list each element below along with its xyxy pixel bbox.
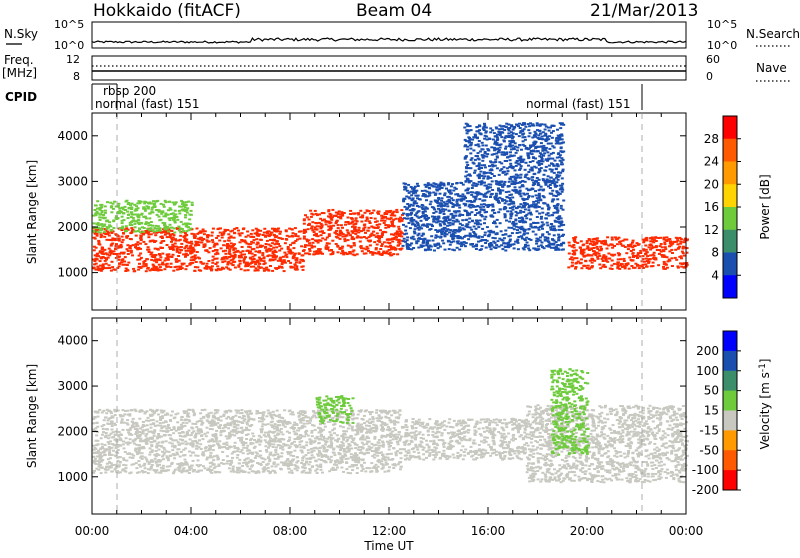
noise-left-tick-low: 10^0 — [54, 39, 84, 52]
x-tick-label: 20:00 — [570, 524, 605, 538]
x-tick-label: 08:00 — [273, 524, 308, 538]
freq-panel: Freq. [MHz] 12 8 60 0 Nave — [2, 53, 790, 83]
noise-panel: N.Sky 10^5 10^0 10^5 10^0 N.Search — [4, 18, 800, 52]
colorbar-segment — [723, 430, 737, 450]
power-ylabel: Slant Range [km] — [25, 160, 39, 264]
velocity-colorbar: 200 100 50 15 -15 -50 -100 -200 — [692, 331, 741, 497]
y-tick-label: 3000 — [57, 379, 88, 393]
colorbar-segment — [723, 116, 737, 139]
colorbar-tick-label: 20 — [704, 177, 719, 191]
freq-label: Freq. — [4, 53, 34, 67]
velocity-panel: 1000 2000 3000 4000 00:00 04:00 08:00 12:00 16:… — [25, 318, 703, 553]
velocity-heatmap — [92, 368, 689, 483]
colorbar-segment — [723, 371, 737, 391]
power-colorbar-label: Power [dB] — [758, 174, 772, 239]
noise-left-label: N.Sky — [4, 27, 38, 41]
power-region-0 — [92, 227, 305, 272]
x-tick-label: 04:00 — [174, 524, 209, 538]
colorbar-segment — [723, 450, 737, 470]
colorbar-tick-label: 24 — [704, 155, 719, 169]
noise-right-tick-high: 10^5 — [707, 18, 737, 31]
colorbar-tick-label: 200 — [696, 344, 719, 358]
power-region-1 — [303, 209, 404, 257]
colorbar-tick-label: 28 — [704, 132, 719, 146]
colorbar-segment — [723, 230, 737, 253]
colorbar-tick-label: -50 — [699, 443, 719, 457]
power-heatmap — [92, 122, 689, 272]
y-tick-label: 4000 — [57, 129, 88, 143]
freq-tick-low: 8 — [73, 70, 80, 83]
velocity-region-2 — [525, 404, 689, 483]
x-tick-label: 16:00 — [471, 524, 506, 538]
y-tick-label: 2000 — [57, 220, 88, 234]
colorbar-segment — [723, 184, 737, 207]
cpid-panel: CPID rbsp 200 normal (fast) 151 normal (… — [5, 84, 642, 111]
colorbar-segment — [723, 351, 737, 371]
y-tick-label: 1000 — [57, 266, 88, 280]
colorbar-tick-label: 100 — [696, 364, 719, 378]
freq-unit-label: [MHz] — [2, 66, 37, 80]
colorbar-tick-label: 16 — [704, 200, 719, 214]
power-panel: 1000 2000 3000 4000 Slant Range [km] — [25, 113, 689, 310]
colorbar-tick-label: 4 — [711, 268, 719, 282]
x-tick-label: 12:00 — [372, 524, 407, 538]
velocity-region-3 — [316, 395, 355, 424]
colorbar-tick-label: 50 — [704, 384, 719, 398]
cpid-label: CPID — [5, 90, 37, 104]
velocity-region-0 — [92, 409, 404, 475]
colorbar-tick-label: -200 — [692, 483, 719, 497]
colorbar-tick-label: 12 — [704, 223, 719, 237]
y-tick-label: 2000 — [57, 424, 88, 438]
nave-tick-high: 60 — [706, 53, 720, 66]
colorbar-segment — [723, 391, 737, 411]
velocity-ylabel: Slant Range [km] — [25, 364, 39, 468]
colorbar-segment — [723, 162, 737, 185]
cpid-segment-normal-1: normal (fast) 151 — [95, 97, 199, 111]
velocity-colorbar-label: Velocity [m s-1] — [758, 359, 772, 450]
noise-left-tick-high: 10^5 — [54, 18, 84, 31]
cpid-segment-rbsp: rbsp 200 — [103, 84, 156, 98]
beam-label: Beam 04 — [356, 1, 432, 21]
power-region-2 — [567, 236, 689, 270]
colorbar-segment — [723, 470, 737, 490]
colorbar-segment — [723, 275, 737, 298]
colorbar-segment — [723, 253, 737, 276]
colorbar-segment — [723, 331, 737, 351]
x-tick-label: 00:00 — [669, 524, 704, 538]
colorbar-tick-label: 8 — [711, 246, 719, 260]
y-tick-label: 4000 — [57, 334, 88, 348]
noise-sky-trace — [92, 38, 686, 43]
nave-tick-low: 0 — [706, 70, 713, 83]
nave-label: Nave — [756, 61, 787, 75]
colorbar-segment — [723, 207, 737, 230]
colorbar-tick-label: -15 — [699, 423, 719, 437]
x-tick-label: 00:00 — [75, 524, 110, 538]
noise-right-label: N.Search — [746, 27, 800, 41]
colorbar-tick-label: 15 — [704, 404, 719, 418]
colorbar-segment — [723, 411, 737, 431]
radar-title: Hokkaido (fitACF) — [93, 1, 241, 21]
y-tick-label: 3000 — [57, 174, 88, 188]
freq-tick-high: 12 — [66, 53, 80, 66]
power-region-4 — [402, 181, 566, 251]
velocity-region-1 — [402, 418, 528, 461]
date-label: 21/Mar/2013 — [590, 1, 698, 21]
colorbar-tick-label: -100 — [692, 463, 719, 477]
y-tick-label: 1000 — [57, 470, 88, 484]
power-colorbar: 28 24 20 16 12 8 4 — [704, 116, 741, 299]
power-region-5 — [463, 122, 565, 183]
cpid-segment-normal-2: normal (fast) 151 — [526, 97, 630, 111]
noise-right-tick-low: 10^0 — [707, 39, 737, 52]
x-axis-label: Time UT — [363, 539, 414, 553]
colorbar-segment — [723, 139, 737, 162]
